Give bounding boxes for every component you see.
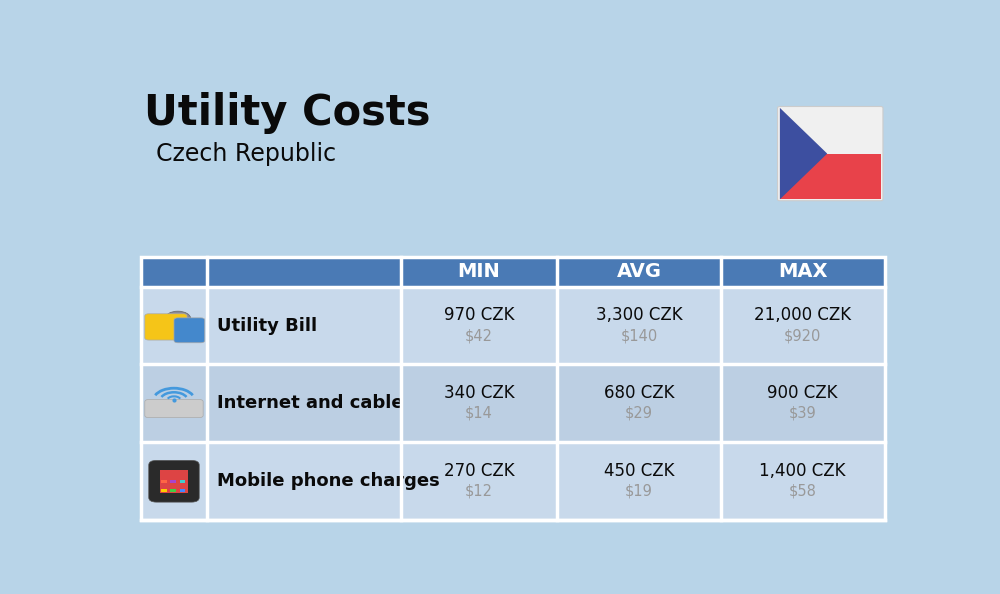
Bar bbox=[170, 489, 176, 492]
FancyBboxPatch shape bbox=[145, 314, 187, 340]
Text: 680 CZK: 680 CZK bbox=[604, 384, 674, 402]
Text: 270 CZK: 270 CZK bbox=[444, 462, 514, 479]
Bar bbox=[140, 257, 885, 287]
Text: MIN: MIN bbox=[458, 262, 500, 281]
Bar bbox=[180, 489, 185, 492]
Bar bbox=[140, 364, 885, 442]
Bar bbox=[161, 489, 167, 492]
Text: 3,300 CZK: 3,300 CZK bbox=[596, 307, 682, 324]
Text: Utility Bill: Utility Bill bbox=[217, 317, 317, 334]
Text: $39: $39 bbox=[789, 406, 817, 421]
Text: MAX: MAX bbox=[778, 262, 827, 281]
Text: $42: $42 bbox=[465, 328, 493, 343]
Text: $14: $14 bbox=[465, 406, 493, 421]
Text: AVG: AVG bbox=[616, 262, 661, 281]
Text: 21,000 CZK: 21,000 CZK bbox=[754, 307, 851, 324]
FancyBboxPatch shape bbox=[149, 460, 199, 502]
Text: $29: $29 bbox=[625, 406, 653, 421]
FancyBboxPatch shape bbox=[145, 400, 203, 418]
Text: 1,400 CZK: 1,400 CZK bbox=[759, 462, 846, 479]
Bar bbox=[160, 470, 188, 493]
Text: $58: $58 bbox=[789, 484, 817, 498]
FancyBboxPatch shape bbox=[174, 318, 205, 343]
Bar bbox=[140, 287, 885, 364]
Bar bbox=[170, 480, 176, 483]
Bar bbox=[140, 442, 885, 520]
Text: $140: $140 bbox=[620, 328, 658, 343]
FancyBboxPatch shape bbox=[778, 106, 883, 201]
Text: Utility Costs: Utility Costs bbox=[144, 92, 431, 134]
Text: 900 CZK: 900 CZK bbox=[767, 384, 838, 402]
Text: 340 CZK: 340 CZK bbox=[444, 384, 514, 402]
Text: $920: $920 bbox=[784, 328, 821, 343]
Text: Czech Republic: Czech Republic bbox=[156, 142, 336, 166]
Text: $19: $19 bbox=[625, 484, 653, 498]
Text: Mobile phone charges: Mobile phone charges bbox=[217, 472, 440, 489]
Text: Internet and cable: Internet and cable bbox=[217, 394, 404, 412]
Bar bbox=[780, 154, 881, 200]
Bar bbox=[140, 257, 885, 520]
Text: 970 CZK: 970 CZK bbox=[444, 307, 514, 324]
Text: 450 CZK: 450 CZK bbox=[604, 462, 674, 479]
Polygon shape bbox=[780, 108, 827, 200]
Circle shape bbox=[165, 311, 191, 326]
Bar bbox=[161, 480, 167, 483]
Bar bbox=[180, 480, 185, 483]
Text: $12: $12 bbox=[465, 484, 493, 498]
